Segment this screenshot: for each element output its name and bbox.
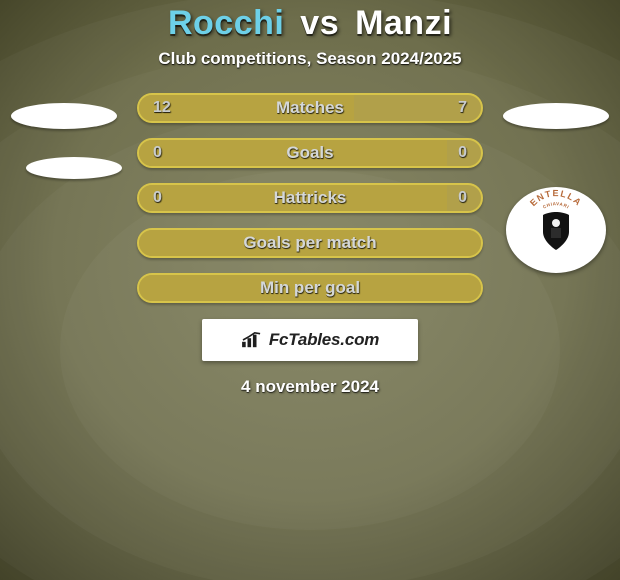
- page-title: Rocchi vs Manzi: [0, 4, 620, 43]
- bars-list: 127Matches 00Goals 00Hattricks Goals per ma…: [137, 93, 483, 303]
- fctables-watermark: FcTables.com: [202, 319, 418, 361]
- stat-left-value: [139, 275, 481, 301]
- stat-left-value: 0: [139, 140, 447, 166]
- stat-bar: 00Goals: [137, 138, 483, 168]
- stat-right-value: 0: [447, 185, 481, 211]
- stat-bar: 127Matches: [137, 93, 483, 123]
- right-photo-placeholder: [503, 103, 609, 129]
- right-column: ENTELLA CHIAVARI: [500, 93, 612, 273]
- stat-left-value: [139, 230, 481, 256]
- player-right-name: Manzi: [355, 4, 452, 42]
- main-row: 127Matches 00Goals 00Hattricks Goals per ma…: [0, 93, 620, 303]
- stat-bar: Min per goal: [137, 273, 483, 303]
- bars-column: 127Matches 00Goals 00Hattricks Goals per ma…: [137, 93, 483, 303]
- stat-right-value: 7: [354, 95, 481, 121]
- stat-right-value: 0: [447, 140, 481, 166]
- footer-date: 4 november 2024: [0, 377, 620, 397]
- player-left-name: Rocchi: [168, 4, 284, 42]
- left-club-placeholder: [26, 157, 122, 179]
- bar-chart-icon: [241, 331, 263, 349]
- comparison-card: Rocchi vs Manzi Club competitions, Seaso…: [0, 0, 620, 580]
- left-photo-placeholder: [11, 103, 117, 129]
- left-column: [8, 93, 120, 179]
- subtitle: Club competitions, Season 2024/2025: [0, 49, 620, 69]
- stat-bar: Goals per match: [137, 228, 483, 258]
- heraldic-icon: [537, 210, 575, 252]
- right-club-badge: ENTELLA CHIAVARI: [506, 187, 606, 273]
- title-vs: vs: [300, 4, 339, 42]
- svg-text:CHIAVARI: CHIAVARI: [542, 201, 570, 210]
- stat-bar: 00Hattricks: [137, 183, 483, 213]
- fctables-label: FcTables.com: [269, 330, 379, 350]
- stat-left-value: 12: [139, 95, 354, 121]
- stat-left-value: 0: [139, 185, 447, 211]
